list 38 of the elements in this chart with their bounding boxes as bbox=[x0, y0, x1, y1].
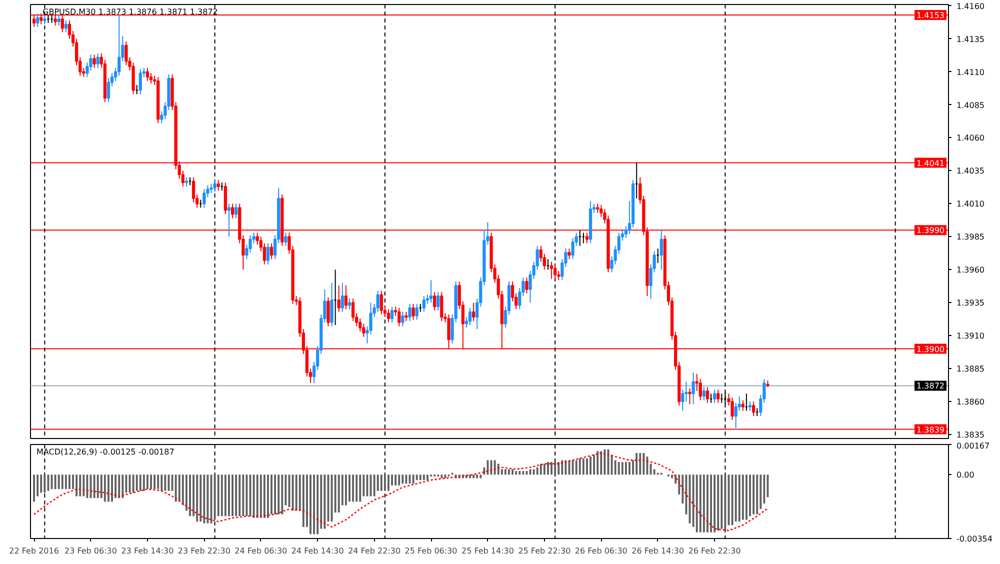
x-tick-label: 26 Feb 22:30 bbox=[688, 546, 741, 556]
y-tick-label: 1.3860 bbox=[956, 398, 984, 407]
y-tick-label: -0.00354 bbox=[956, 534, 992, 544]
x-tick-label: 24 Feb 14:30 bbox=[291, 546, 344, 556]
y-tick-label: 1.4085 bbox=[956, 100, 984, 110]
y-tick-label: 0.00167 bbox=[956, 442, 990, 450]
y-tick-label: 1.3910 bbox=[956, 332, 984, 341]
y-tick-label: 1.4160 bbox=[956, 2, 984, 11]
y-tick-label: 1.3835 bbox=[956, 430, 984, 440]
y-tick-label: 1.4060 bbox=[956, 134, 984, 143]
x-tick-label: 25 Feb 06:30 bbox=[404, 546, 458, 556]
x-tick-label: 24 Feb 06:30 bbox=[234, 546, 288, 556]
x-tick-label: 25 Feb 14:30 bbox=[461, 546, 514, 556]
ref-line-label: 1.3990 bbox=[916, 226, 945, 236]
ref-line-label: 1.4153 bbox=[916, 11, 945, 20]
ref-line-label: 1.3872 bbox=[916, 382, 945, 391]
x-tick-label: 23 Feb 06:30 bbox=[64, 546, 117, 556]
x-tick-label: 24 Feb 22:30 bbox=[348, 546, 401, 556]
ref-line-label: 1.3839 bbox=[916, 425, 945, 434]
ref-line-label: 1.3900 bbox=[916, 344, 945, 354]
y-tick-label: 1.4010 bbox=[956, 200, 984, 209]
y-tick-label: 1.4110 bbox=[956, 68, 984, 77]
x-tick-label: 22 Feb 2016 bbox=[9, 546, 59, 556]
ref-line-label: 1.4041 bbox=[916, 158, 945, 168]
x-tick-label: 26 Feb 14:30 bbox=[632, 546, 684, 556]
y-tick-label: 1.4035 bbox=[956, 166, 984, 176]
x-tick-label: 23 Feb 22:30 bbox=[178, 546, 230, 556]
x-tick-label: 25 Feb 22:30 bbox=[518, 546, 571, 556]
x-tick-label: 23 Feb 14:30 bbox=[121, 546, 174, 556]
chart-title: MACD(12,26,9) -0.00125 -0.00187 bbox=[36, 448, 174, 456]
y-tick-label: 0.00 bbox=[956, 470, 974, 480]
x-tick-label: 26 Feb 06:30 bbox=[574, 546, 628, 556]
y-tick-label: 1.3960 bbox=[956, 266, 984, 275]
chart-title: GBPUSD,M30 1.3873 1.3876 1.3871 1.3872 bbox=[42, 8, 218, 16]
y-tick-label: 1.3985 bbox=[956, 232, 984, 242]
y-tick-label: 1.3885 bbox=[956, 364, 984, 374]
y-tick-label: 1.4135 bbox=[956, 34, 984, 44]
y-tick-label: 1.3935 bbox=[956, 298, 984, 308]
